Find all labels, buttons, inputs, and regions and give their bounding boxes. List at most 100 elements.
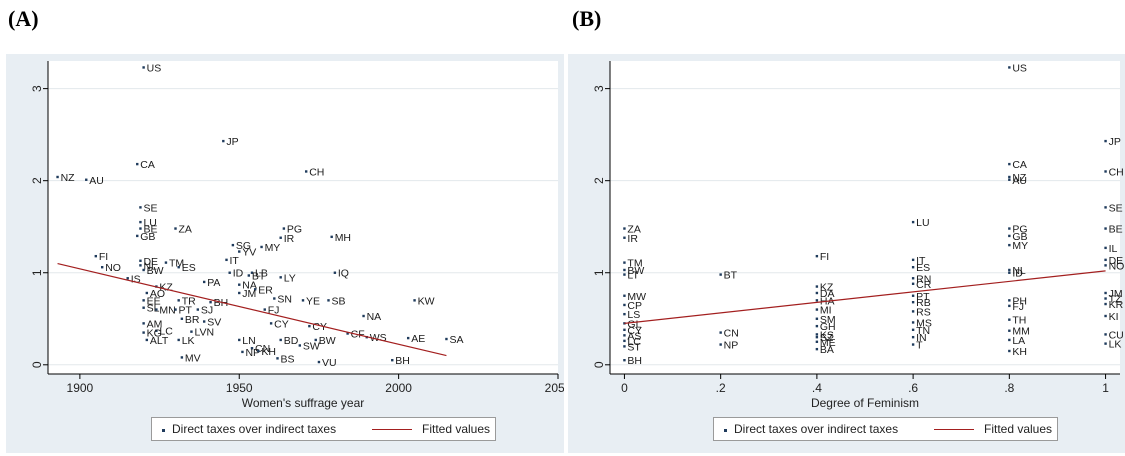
chart-a-point-26 (228, 271, 231, 274)
chart-b-point-17 (1104, 258, 1107, 262)
chart-a-point-label-61: SA (449, 334, 463, 346)
chart-b-point-label-49: TN (916, 325, 930, 337)
chart-a-point-label-42: TR (182, 295, 196, 307)
chart-b-point-label-16: IT (916, 255, 926, 267)
panel-a-label: (A) (8, 6, 39, 31)
chart-b-point-50 (623, 328, 626, 332)
chart-a-point-6 (139, 206, 142, 209)
chart-b-point-35 (1008, 299, 1011, 302)
chart-a-point-label-40: KW (418, 295, 435, 307)
chart-b-point-label-6: SE (1109, 202, 1123, 214)
chart-a-point-42 (177, 299, 180, 302)
chart-b-point-label-40: MI (820, 305, 832, 317)
chart-b-point-46 (911, 321, 915, 324)
chart-b-point-label-28: KZ (820, 282, 834, 294)
chart-b-point-12 (623, 236, 626, 239)
chart-b-point-label-65: BA (820, 344, 834, 356)
chart-a-point-18 (225, 258, 228, 262)
legend-marker-fit (372, 429, 412, 430)
chart-a-point-label-49: NA (367, 311, 382, 323)
chart-a-point-21 (139, 264, 142, 267)
chart-a-point-label-50: BR (185, 314, 200, 326)
chart-a-point-57 (142, 331, 145, 334)
chart-b-point-label-58: LA (1012, 335, 1025, 347)
chart-a-point-label-19: DE (143, 256, 158, 268)
chart-b-point-41 (911, 310, 915, 313)
chart-a-point-label-9: ZA (179, 224, 192, 236)
chart-a-point-32 (238, 283, 241, 286)
chart-b-y-tick-label-3: 3 (592, 85, 606, 92)
chart-b-point-label-1: JP (1109, 136, 1121, 148)
chart-b-point-label-53: KS (820, 329, 834, 341)
chart-b-point-label-27: CR (916, 279, 932, 291)
chart-a: 0 1 2 3 1900 1950 2000 2050 Women's suffrage yea… (6, 54, 564, 453)
chart-b-point-label-10: BE (1109, 224, 1123, 236)
chart-b-point-label-0: US (1012, 62, 1027, 74)
chart-a-point-label-47: PT (179, 305, 193, 317)
chart-b-x-tick-label-1: .2 (716, 381, 726, 395)
chart-a-point-73 (391, 358, 394, 362)
chart-b-point-label-31: MW (627, 291, 646, 303)
chart-a-x-tick-label-3: 2050 (545, 381, 564, 395)
chart-a-point-24 (142, 268, 145, 272)
chart-b-point-label-50: CY (627, 325, 642, 337)
legend-marker-points (162, 429, 165, 432)
chart-b-point-23 (1008, 271, 1011, 274)
chart-b-point-57 (911, 335, 915, 339)
chart-a-point-41 (142, 299, 145, 302)
chart-a-point-label-37: SN (277, 294, 292, 306)
chart-a-point-65 (279, 338, 282, 342)
chart-b-point-10 (1104, 227, 1107, 230)
chart-b-point-27 (911, 282, 915, 285)
chart-b-point-label-54: CU (1109, 329, 1124, 341)
legend-label-fit: Fitted values (422, 422, 491, 436)
chart-b-point-26 (911, 277, 915, 280)
chart-b-point-28 (815, 285, 819, 288)
chart-a-point-60 (406, 336, 410, 340)
chart-a-point-53 (269, 322, 273, 325)
legend-label-points: Direct taxes over indirect taxes (734, 422, 899, 436)
chart-b-point-label-59: LC (627, 336, 641, 348)
chart-b-y-tick-label-2: 2 (592, 177, 606, 184)
chart-a-point-13 (330, 235, 333, 239)
chart-b-x-axis-label: Degree of Feminism (811, 396, 919, 410)
chart-a-point-label-34: ER (258, 284, 273, 296)
chart-a-point-label-29: LY (284, 272, 296, 284)
chart-b-point-56 (815, 335, 819, 339)
chart-b-point-47 (623, 322, 626, 325)
chart-b-point-label-64: ST (627, 341, 641, 353)
chart-b-point-label-14: IL (1109, 243, 1118, 255)
chart-a-y-tick-label-0: 0 (30, 361, 44, 368)
chart-a-point-34 (253, 288, 257, 291)
chart-a-point-27 (250, 271, 254, 274)
chart-a-svg: 0 1 2 3 1900 1950 2000 2050 Women's suffrage yea… (30, 61, 564, 410)
chart-a-point-30 (126, 277, 129, 280)
chart-b-point-25 (719, 273, 722, 276)
chart-b-point-label-36: RB (916, 297, 931, 309)
chart-b-point-15 (815, 254, 819, 258)
chart-b-point-40 (815, 308, 819, 311)
chart-b-point-18 (623, 261, 626, 264)
chart-a-point-label-16: YV (242, 247, 256, 259)
chart-b-point-66 (1008, 349, 1011, 353)
chart-a-point-5 (85, 178, 88, 181)
chart-a-point-44 (263, 308, 266, 311)
chart-a-point-31 (202, 280, 206, 284)
chart-b-point-43 (1104, 314, 1107, 318)
chart-b-point-label-30: JM (1109, 288, 1123, 300)
legend-label-points: Direct taxes over indirect taxes (172, 422, 337, 436)
chart-b-point-63 (911, 343, 915, 346)
chart-b-point-21 (1008, 268, 1011, 272)
chart-a-point-50 (180, 317, 184, 320)
chart-b-fitted-line (624, 270, 1106, 324)
chart-b-point-label-55: AS (627, 330, 641, 342)
chart-b-point-label-5: AU (1012, 175, 1027, 187)
chart-b-x-tick-label-2: .4 (812, 381, 822, 395)
chart-b-point-label-33: TZ (1109, 294, 1122, 306)
chart-b-point-0 (1008, 66, 1011, 69)
chart-b-point-label-4: NZ (1012, 172, 1027, 184)
chart-b-x-tick-label-4: .8 (1004, 381, 1014, 395)
chart-b-point-label-12: IR (627, 233, 638, 245)
chart-a-point-label-59: WS (370, 332, 387, 344)
chart-b-point-label-41: RS (916, 306, 931, 318)
